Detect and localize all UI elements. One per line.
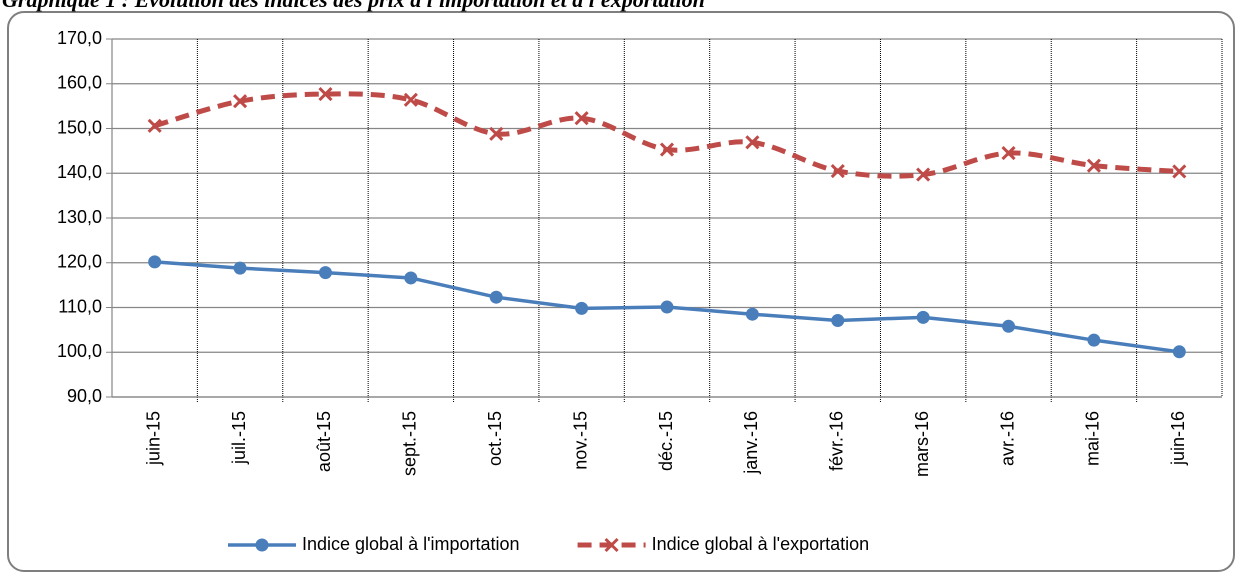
data-point [1172,164,1187,179]
x-tick-label: nov.-15 [570,411,590,470]
x-tick-label: juin-16 [1168,411,1188,466]
data-point [318,266,332,280]
x-tick-label: oct.-15 [485,411,505,466]
y-tick-label: 140,0 [57,162,102,182]
data-point [489,290,503,304]
data-point [659,142,675,157]
data-point [574,111,589,126]
data-point [147,118,162,133]
data-point [1002,319,1016,333]
x-tick-label: août-15 [314,411,334,472]
x-tick-label: mai-16 [1083,411,1103,466]
data-point [404,271,418,285]
data-point [233,94,248,109]
y-tick-label: 160,0 [57,73,102,93]
data-point [916,167,931,182]
y-tick-label: 120,0 [57,252,102,272]
legend-marker [604,537,619,553]
data-point [1172,345,1186,359]
data-point [831,313,845,327]
data-point [745,307,759,321]
x-tick-label: juin-15 [143,411,163,466]
chart-border [7,11,1235,572]
data-point [916,310,930,324]
x-tick-label: janv.-16 [741,411,761,475]
data-point [1086,158,1101,173]
x-tick-label: juil.-15 [229,411,249,465]
data-point [148,255,162,269]
title-band [0,0,1238,10]
data-point [403,92,418,107]
y-tick-label: 110,0 [58,296,102,316]
data-point [745,135,760,150]
x-tick-label: avr.-16 [997,411,1017,466]
x-tick-label: mars-16 [912,411,932,477]
data-point [233,261,247,275]
x-tick-label: déc.-15 [656,411,676,471]
chart-title: Graphique 1 : Evolution des indices des … [2,0,705,12]
legend-label: Indice global à l'exportation [652,534,870,554]
legend-marker [255,538,269,552]
data-point [489,126,504,141]
legend-label: Indice global à l'importation [302,534,520,554]
data-point [1087,333,1101,347]
data-point [575,301,589,315]
y-tick-label: 90,0 [67,386,102,406]
y-tick-label: 150,0 [57,117,102,137]
x-tick-label: févr.-16 [827,411,847,471]
x-tick-label: sept.-15 [400,411,420,476]
data-point [660,300,674,314]
y-tick-label: 130,0 [57,207,102,227]
data-point [1001,146,1016,161]
data-point [318,86,333,102]
y-tick-label: 170,0 [57,28,102,48]
y-tick-label: 100,0 [57,341,102,361]
data-point [830,163,845,179]
